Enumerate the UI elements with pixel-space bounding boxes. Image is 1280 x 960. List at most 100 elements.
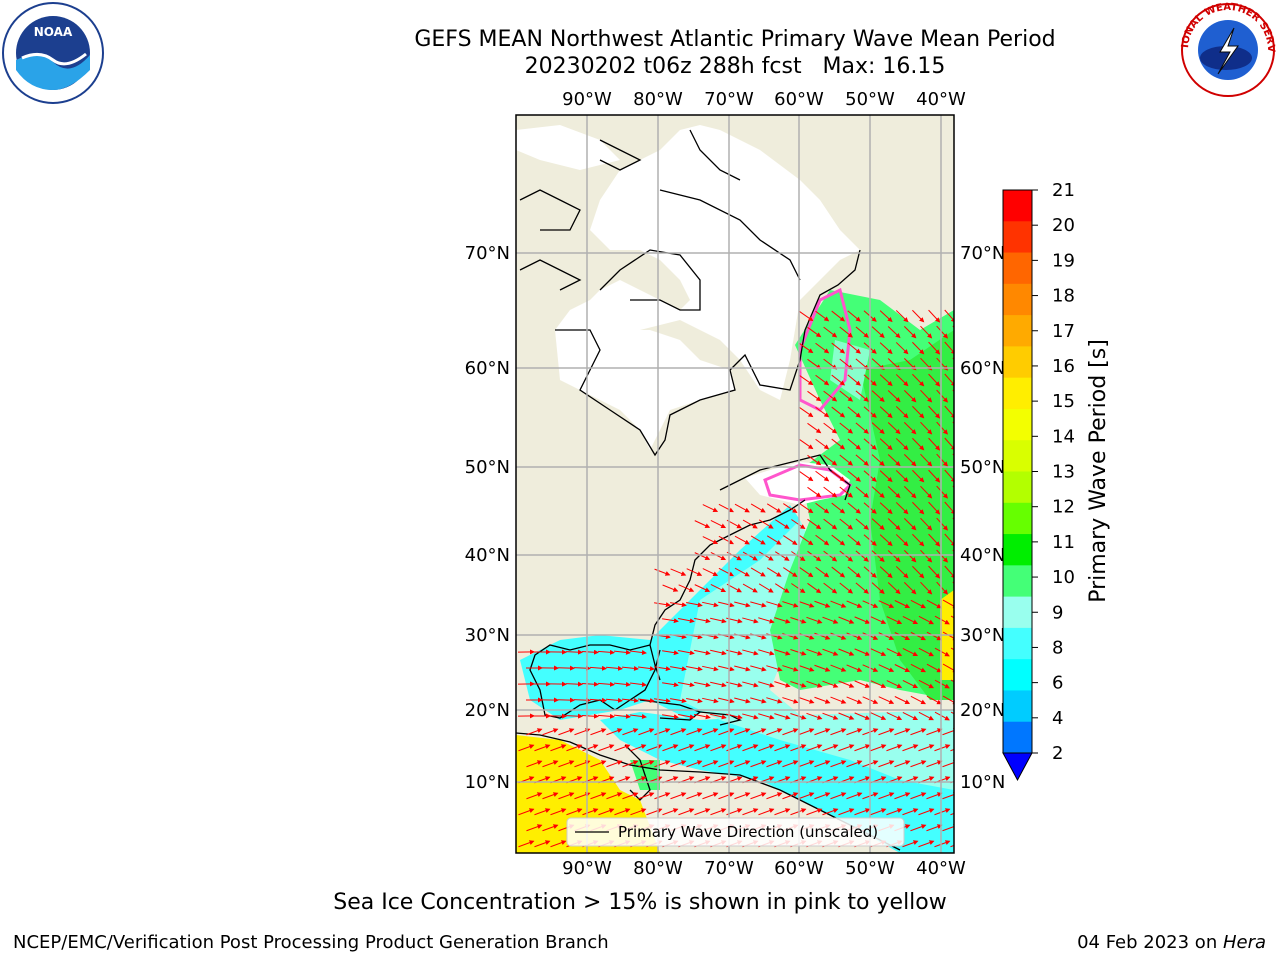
wave-arrow — [718, 601, 735, 608]
wave-arrow — [718, 567, 734, 577]
wave-arrow — [799, 343, 814, 354]
wave-arrow — [526, 792, 543, 800]
wave-arrow — [622, 760, 639, 768]
wave-arrow — [702, 504, 719, 512]
wave-arrow — [950, 844, 954, 848]
wave-arrow — [654, 666, 671, 672]
wave-arrow — [774, 713, 791, 720]
wave-arrow — [670, 568, 687, 576]
wave-arrow — [815, 310, 830, 322]
wave-arrow — [694, 808, 711, 816]
colorbar-swatch — [1003, 690, 1032, 723]
wave-arrow — [646, 744, 663, 752]
wave-arrow — [814, 728, 831, 736]
lon-label-bottom: 60°W — [774, 858, 824, 879]
wave-arrow — [582, 808, 599, 816]
wave-arrow — [879, 566, 893, 579]
wave-arrow — [879, 342, 893, 355]
wave-arrow — [638, 698, 655, 704]
wave-arrow — [694, 713, 711, 720]
wave-arrow — [750, 503, 766, 513]
wave-arrow — [766, 792, 783, 800]
wave-arrow — [902, 744, 919, 752]
lat-label-left: 40°N — [465, 545, 510, 566]
wave-arrow — [854, 712, 871, 720]
lon-label-bottom: 70°W — [704, 858, 754, 879]
lat-label-left: 60°N — [465, 358, 510, 379]
colorbar-swatch — [1003, 627, 1032, 660]
wave-arrow — [798, 760, 815, 768]
wave-arrow — [694, 681, 711, 688]
wave-arrow — [670, 666, 687, 672]
wave-arrow — [782, 792, 799, 800]
wave-arrow — [734, 601, 751, 608]
noaa-logo: NOAA — [2, 2, 104, 104]
wave-arrow — [958, 825, 973, 830]
wave-arrow — [774, 617, 791, 624]
colorbar-tick-label: 13 — [1052, 462, 1075, 483]
wave-arrow — [758, 681, 775, 688]
wave-arrow — [783, 567, 798, 577]
wave-arrow — [934, 840, 951, 848]
wave-arrow — [847, 470, 861, 482]
wave-arrow — [902, 679, 919, 689]
wave-arrow — [766, 697, 783, 704]
wave-arrow — [870, 680, 887, 688]
wave-arrow — [878, 760, 895, 768]
wave-arrow — [958, 729, 973, 734]
wave-arrow — [822, 648, 839, 656]
wave-arrow — [581, 681, 599, 687]
wave-arrow — [630, 744, 647, 752]
wave-arrow — [630, 808, 647, 816]
wave-arrow — [823, 454, 838, 466]
ice-hudson-bay-south — [555, 330, 735, 450]
wave-arrow — [734, 503, 750, 513]
wave-arrow — [942, 824, 954, 832]
wave-arrow — [839, 454, 854, 466]
wave-arrow — [606, 792, 623, 800]
wave-arrow — [702, 601, 719, 608]
footer-date-text: 04 Feb 2023 on — [1077, 932, 1223, 953]
wave-arrow — [542, 792, 559, 800]
wave-arrow — [678, 650, 695, 656]
wave-arrow — [839, 518, 854, 530]
wave-arrow — [961, 406, 971, 418]
wave-arrow — [654, 728, 671, 736]
wave-arrow — [838, 616, 855, 624]
lon-label-bottom: 80°W — [633, 858, 683, 879]
colorbar-swatch — [1003, 315, 1032, 347]
wave-arrow — [879, 502, 893, 515]
wave-arrow — [774, 551, 790, 561]
lon-label-bottom: 90°W — [562, 858, 612, 879]
wave-arrow — [686, 601, 703, 608]
wave-arrow — [799, 567, 814, 578]
wave-arrow — [702, 728, 719, 736]
wave-arrow — [654, 698, 671, 704]
wave-arrow — [526, 728, 543, 736]
wave-arrow — [894, 728, 911, 736]
colorbar-tick-label: 9 — [1052, 602, 1063, 623]
wave-arrow — [912, 405, 925, 419]
lon-label-bottom: 50°W — [845, 858, 895, 879]
wave-arrow — [581, 649, 599, 655]
wave-arrow — [734, 665, 751, 672]
sea-ice-edge — [798, 287, 852, 412]
wave-arrow — [807, 518, 822, 530]
wave-arrow — [774, 744, 791, 752]
wave-arrow — [750, 535, 766, 545]
wave-arrow — [928, 533, 941, 547]
wave-arrow — [926, 599, 942, 609]
wave-arrow — [774, 519, 790, 529]
wave-arrow — [766, 503, 782, 513]
wave-arrow — [815, 470, 830, 482]
wave-arrow — [702, 697, 719, 704]
wave-arrow — [613, 649, 631, 655]
wave-arrow — [605, 697, 623, 703]
wave-arrow — [879, 438, 893, 451]
wave-arrow — [942, 695, 954, 705]
colorbar-swatch — [1003, 471, 1032, 504]
wave-arrow — [815, 534, 830, 546]
wave-arrow — [798, 792, 815, 800]
wave-arrow — [670, 760, 687, 768]
colorbar-swatch — [1003, 659, 1032, 691]
